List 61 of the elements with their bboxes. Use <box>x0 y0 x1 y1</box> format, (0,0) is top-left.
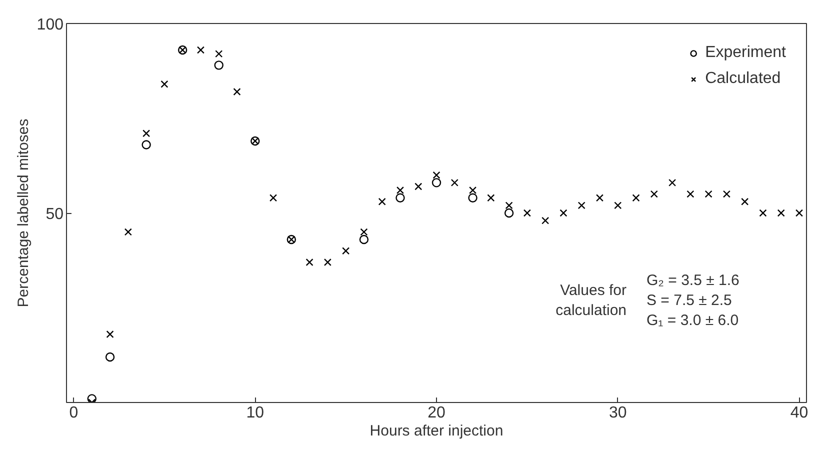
point <box>215 50 223 58</box>
point <box>759 209 767 217</box>
x-tick-label: 10 <box>246 404 264 422</box>
y-axis-title: Percentage labelled mitoses <box>14 118 32 308</box>
point <box>196 46 204 54</box>
x-tick-label: 30 <box>608 404 627 422</box>
point <box>795 209 804 217</box>
point <box>87 394 96 402</box>
point <box>487 194 495 202</box>
y-tick-label: 100 <box>36 16 64 34</box>
point <box>269 194 278 202</box>
point <box>741 198 749 206</box>
point <box>142 140 151 150</box>
point <box>505 202 513 210</box>
point <box>578 202 586 210</box>
point <box>560 209 568 217</box>
point <box>378 198 386 206</box>
y-tick-label: 50 <box>46 206 64 223</box>
annotation: G₂ = 3.5 ± 1.6 <box>646 272 740 289</box>
x-tick-label: 0 <box>69 404 78 422</box>
point <box>650 190 658 198</box>
point <box>324 258 332 266</box>
point <box>359 234 369 244</box>
point <box>124 228 132 236</box>
point <box>468 193 478 202</box>
point <box>214 60 224 70</box>
point <box>105 352 115 362</box>
point <box>142 130 150 138</box>
point <box>342 247 350 255</box>
point <box>233 88 241 96</box>
annotation: G₁ = 3.0 ± 6.0 <box>646 312 739 329</box>
point <box>468 186 477 194</box>
legend-label: Calculated <box>705 70 781 88</box>
point <box>160 80 168 88</box>
x-tick-label: 40 <box>790 404 808 422</box>
point <box>450 178 458 186</box>
annotation: S = 7.5 ± 2.5 <box>646 292 732 309</box>
point <box>432 171 440 179</box>
point <box>596 194 604 202</box>
point <box>523 209 531 217</box>
point <box>632 194 640 202</box>
point <box>542 216 550 224</box>
legend-label: Experiment <box>705 44 786 62</box>
point <box>704 190 712 198</box>
annotation: Values for <box>560 282 627 299</box>
point <box>432 178 442 188</box>
point <box>668 178 676 186</box>
point <box>396 186 404 194</box>
point <box>504 208 514 218</box>
point <box>722 190 730 198</box>
point <box>306 258 314 266</box>
point <box>686 190 694 198</box>
point <box>106 330 114 338</box>
point <box>777 209 785 217</box>
point <box>360 228 368 236</box>
point <box>396 193 405 202</box>
point <box>414 182 422 190</box>
x-tick-label: 20 <box>428 404 446 422</box>
point <box>614 202 622 210</box>
x-axis-title: Hours after injection <box>370 422 504 440</box>
annotation: calculation <box>556 302 627 319</box>
